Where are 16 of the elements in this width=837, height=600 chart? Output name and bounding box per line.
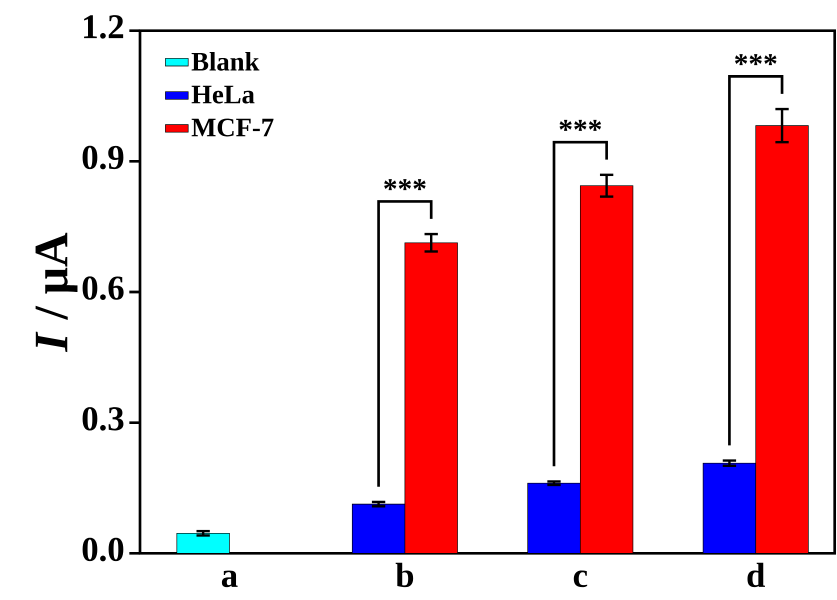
annotation: *** [384, 179, 426, 190]
x-tick-label: d [747, 562, 765, 588]
legend-label: MCF-7 [192, 118, 274, 136]
y-axis-title: I / μA [36, 232, 78, 352]
x-tick-label: a [222, 570, 238, 588]
y-tick-label: 0.6 [82, 276, 124, 300]
y-tick-label: 0.3 [82, 407, 124, 431]
y-tick-label: 0.9 [82, 146, 124, 170]
legend-label: Blank [192, 52, 260, 71]
annotation: *** [560, 120, 602, 131]
y-tick-label: 0.0 [82, 538, 124, 562]
y-tick-label: 1.2 [84, 15, 124, 39]
legend-label: HeLa [192, 86, 254, 104]
x-tick-label: c [574, 570, 588, 588]
x-tick-label: b [396, 562, 414, 588]
annotation: *** [734, 54, 777, 66]
